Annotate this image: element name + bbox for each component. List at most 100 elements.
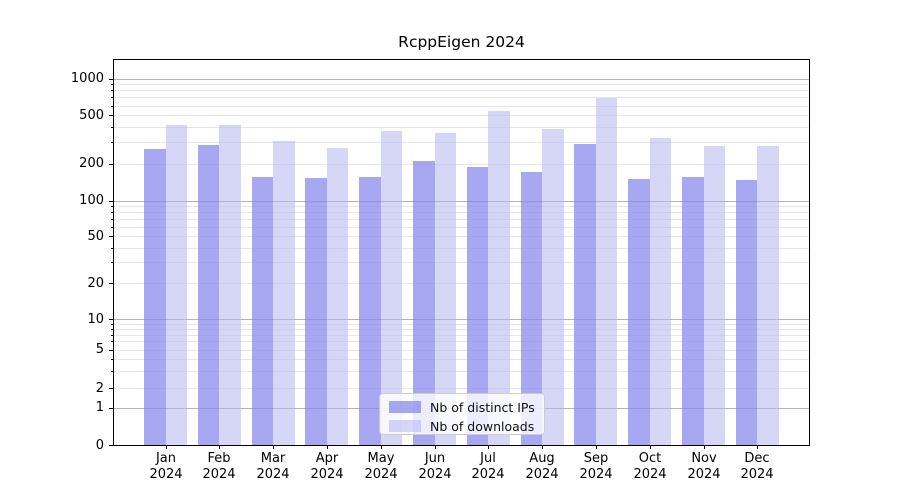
- y-minor-tick-mark: [111, 84, 113, 85]
- y-tick-mark: [109, 319, 113, 320]
- bar-downloads-aug: [542, 128, 564, 445]
- bar-distinct-ips-feb: [197, 145, 220, 445]
- y-minor-tick-mark: [111, 359, 113, 360]
- bar-distinct-ips-sep: [574, 143, 596, 445]
- gridline-minor: [114, 388, 809, 389]
- y-minor-tick-mark: [111, 127, 113, 128]
- gridline-minor: [114, 227, 809, 228]
- legend-label-distinct-ips: Nb of distinct IPs: [430, 399, 535, 415]
- x-tick-label-jun: Jun 2024: [418, 451, 452, 482]
- x-tick-mark: [435, 445, 436, 449]
- y-minor-tick-mark: [111, 219, 113, 220]
- y-minor-tick-mark: [111, 350, 113, 351]
- bar-distinct-ips-jul: [466, 166, 489, 445]
- y-tick-mark: [109, 201, 113, 202]
- legend: Nb of distinct IPs Nb of downloads: [379, 393, 545, 435]
- x-tick-label-dec: Dec 2024: [740, 451, 774, 482]
- chart-title: RcppEigen 2024: [398, 33, 525, 51]
- bar-distinct-ips-nov: [682, 176, 704, 445]
- x-tick-label-mar: Mar 2024: [256, 451, 290, 482]
- gridline-minor: [114, 142, 809, 143]
- bar-downloads-dec: [757, 145, 779, 445]
- x-tick-mark: [596, 445, 597, 449]
- y-tick-label: 500: [79, 108, 104, 123]
- y-minor-tick-mark: [111, 206, 113, 207]
- gridline-minor: [114, 84, 809, 85]
- y-minor-tick-mark: [111, 236, 113, 237]
- gridline-minor: [114, 164, 809, 165]
- gridline-minor: [114, 262, 809, 263]
- bar-downloads-may: [380, 130, 403, 445]
- x-tick-label-feb: Feb 2024: [202, 451, 236, 482]
- y-tick-label: 0: [95, 438, 104, 453]
- y-minor-tick-mark: [111, 248, 113, 249]
- x-tick-label-may: May 2024: [364, 451, 398, 482]
- x-tick-mark: [219, 445, 220, 449]
- bar-downloads-oct: [649, 138, 672, 445]
- gridline-major: [114, 201, 809, 202]
- y-tick-label: 1000: [70, 71, 104, 86]
- y-tick-label: 1: [95, 400, 104, 415]
- gridline-minor: [114, 335, 809, 336]
- bar-distinct-ips-mar: [251, 176, 274, 445]
- y-minor-tick-mark: [111, 227, 113, 228]
- y-tick-label: 2: [95, 381, 104, 396]
- x-tick-mark: [381, 445, 382, 449]
- y-tick-mark: [109, 445, 113, 446]
- y-minor-tick-mark: [111, 388, 113, 389]
- gridline-minor: [114, 106, 809, 107]
- x-tick-label-oct: Oct 2024: [633, 451, 667, 482]
- x-tick-label-nov: Nov 2024: [687, 451, 721, 482]
- bar-downloads-jan: [165, 124, 187, 445]
- gridline-minor: [114, 329, 809, 330]
- gridline-minor: [114, 115, 809, 116]
- y-tick-label: 100: [79, 193, 104, 208]
- y-tick-label: 50: [87, 229, 104, 244]
- y-minor-tick-mark: [111, 324, 113, 325]
- y-minor-tick-mark: [111, 90, 113, 91]
- legend-label-downloads: Nb of downloads: [430, 418, 535, 434]
- y-minor-tick-mark: [111, 142, 113, 143]
- gridline-minor: [114, 341, 809, 342]
- y-minor-tick-mark: [111, 371, 113, 372]
- y-minor-tick-mark: [111, 97, 113, 98]
- x-tick-mark: [757, 445, 758, 449]
- gridline-major: [114, 79, 809, 80]
- y-tick-mark: [109, 79, 113, 80]
- gridline-minor: [114, 283, 809, 284]
- y-minor-tick-mark: [111, 335, 113, 336]
- x-tick-mark: [542, 445, 543, 449]
- legend-entry-distinct-ips: Nb of distinct IPs: [389, 399, 535, 415]
- bar-downloads-sep: [595, 97, 618, 445]
- y-tick-label: 10: [87, 312, 104, 327]
- y-minor-tick-mark: [111, 341, 113, 342]
- y-tick-label: 200: [79, 156, 104, 171]
- gridline-minor: [114, 350, 809, 351]
- y-minor-tick-mark: [111, 212, 113, 213]
- gridline-minor: [114, 359, 809, 360]
- gridline-major: [114, 319, 809, 320]
- bar-distinct-ips-jun: [413, 160, 435, 445]
- x-tick-mark: [488, 445, 489, 449]
- bar-downloads-jul: [488, 111, 510, 445]
- y-tick-label: 5: [95, 342, 104, 357]
- gridline-minor: [114, 206, 809, 207]
- x-tick-mark: [273, 445, 274, 449]
- gridline-minor: [114, 324, 809, 325]
- gridline-minor: [114, 212, 809, 213]
- y-minor-tick-mark: [111, 106, 113, 107]
- legend-entry-downloads: Nb of downloads: [389, 418, 535, 434]
- x-tick-mark: [166, 445, 167, 449]
- bar-distinct-ips-dec: [735, 179, 758, 445]
- x-tick-mark: [704, 445, 705, 449]
- x-tick-label-aug: Aug 2024: [525, 451, 559, 482]
- y-minor-tick-mark: [111, 164, 113, 165]
- y-tick-label: 20: [87, 276, 104, 291]
- gridline-minor: [114, 248, 809, 249]
- y-minor-tick-mark: [111, 115, 113, 116]
- legend-swatch-distinct-ips: [389, 401, 421, 413]
- x-tick-label-sep: Sep 2024: [579, 451, 613, 482]
- y-tick-mark: [109, 408, 113, 409]
- gridline-minor: [114, 90, 809, 91]
